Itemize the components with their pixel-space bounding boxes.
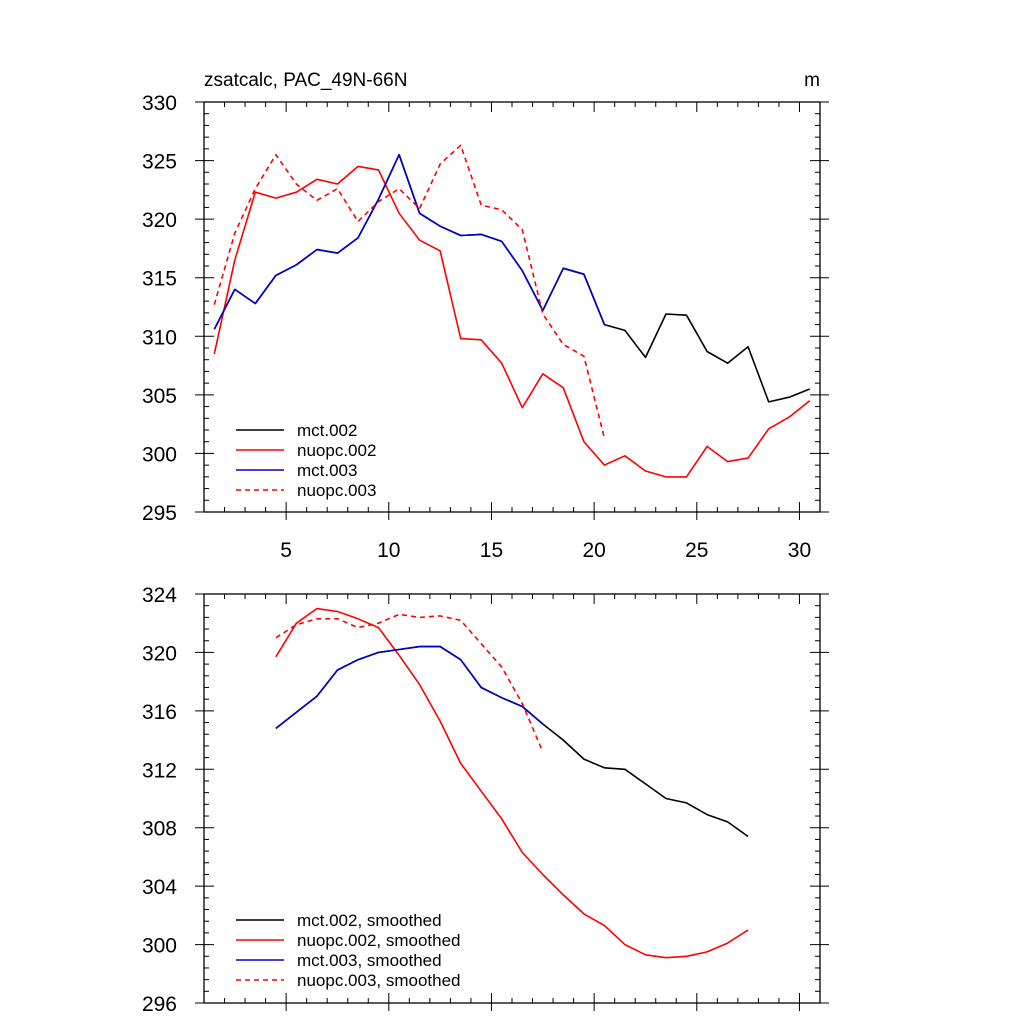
y-tick-label: 300	[142, 443, 177, 466]
series-line-mct-003-smoothed	[275, 645, 544, 730]
x-tick-label: 5	[280, 539, 292, 562]
series-line-mct-003	[213, 153, 606, 330]
legend-label: nuopc.003, smoothed	[297, 971, 461, 990]
series-line-nuopc-002-smoothed	[275, 607, 749, 959]
bottom-panel: 296 300 304 308 312 316 320 324 mct.002, smoothe…	[142, 584, 829, 1016]
series-line-mct-002-smoothed	[275, 645, 749, 838]
y-tick-label: 320	[142, 642, 177, 665]
x-tick-label: 25	[685, 539, 708, 562]
legend-label: mct.002	[297, 421, 357, 440]
legend-label: mct.002, smoothed	[297, 911, 442, 930]
y-tick-label: 310	[142, 326, 177, 349]
legend-label: nuopc.002, smoothed	[297, 931, 461, 950]
y-tick-label: 320	[142, 209, 177, 232]
y-tick-label: 296	[142, 993, 177, 1016]
y-tick-label: 295	[142, 502, 177, 525]
units-label: m	[804, 70, 820, 91]
x-tick-label: 30	[788, 539, 811, 562]
legend-label: nuopc.002	[297, 441, 376, 460]
y-tick-label: 304	[142, 876, 177, 899]
chart-title: zsatcalc, PAC_49N-66N	[204, 70, 407, 91]
top-panel: zsatcalc, PAC_49N-66N m 5 10 15 20 25 30 295 30…	[142, 70, 829, 562]
legend-label: nuopc.003	[297, 481, 376, 500]
x-tick-label: 10	[377, 539, 400, 562]
y-tick-label: 315	[142, 268, 177, 291]
y-tick-label: 300	[142, 935, 177, 958]
legend-label: mct.003	[297, 461, 357, 480]
y-tick-label: 330	[142, 92, 177, 115]
y-tick-label: 308	[142, 818, 177, 841]
legend-label: mct.003, smoothed	[297, 951, 442, 970]
x-tick-label: 15	[480, 539, 503, 562]
y-tick-label: 305	[142, 385, 177, 408]
x-tick-label: 20	[582, 539, 605, 562]
y-tick-label: 312	[142, 759, 177, 782]
series-line-nuopc-003-smoothed	[275, 613, 544, 753]
y-tick-label: 316	[142, 701, 177, 724]
series-line-nuopc-002	[213, 165, 811, 478]
series-line-mct-002	[213, 153, 810, 403]
y-tick-label: 324	[142, 584, 177, 607]
y-tick-label: 325	[142, 151, 177, 174]
series-line-nuopc-003	[213, 144, 606, 439]
